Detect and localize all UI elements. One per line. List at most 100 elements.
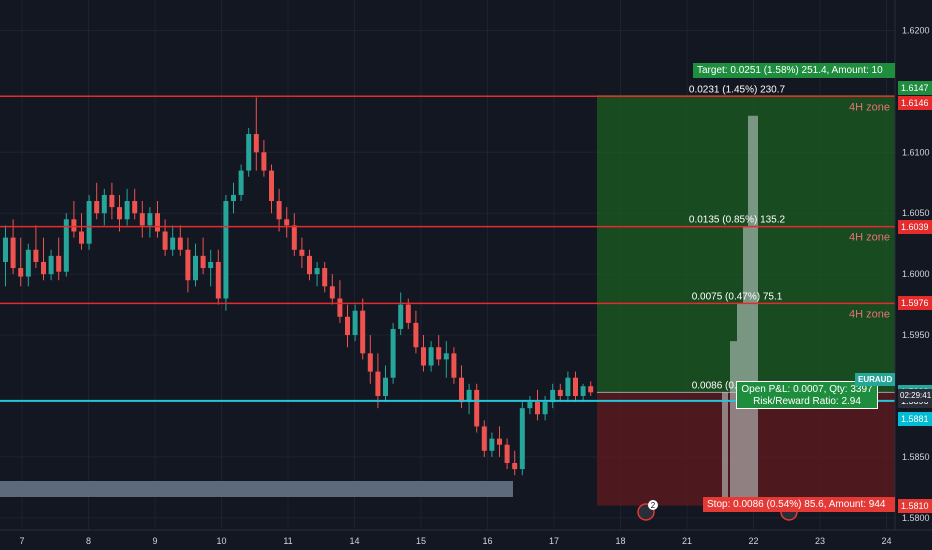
candle-body xyxy=(519,408,525,470)
candle-body xyxy=(474,389,480,427)
price-tick-label: 1.6100 xyxy=(902,147,930,157)
candle-body xyxy=(155,213,160,232)
candle-body xyxy=(329,286,335,299)
candle-body xyxy=(246,134,252,171)
candle-body xyxy=(177,237,183,250)
measure-label: 0.0231 (1.45%) 230.7 xyxy=(689,84,786,95)
candle-body xyxy=(63,219,69,272)
candle-body xyxy=(489,438,495,451)
time-tick-label: 10 xyxy=(216,536,226,546)
candle-body xyxy=(117,207,122,220)
price-axis-ticks: 1.6200 1.6100 1.6050 1.6000 1.5950 1.5850 1.58… xyxy=(902,25,930,522)
candle-body xyxy=(436,347,442,360)
candle-body xyxy=(71,219,77,232)
time-tick-label: 11 xyxy=(283,536,292,546)
time-tick-label: 7 xyxy=(19,536,24,546)
candle-body xyxy=(580,386,586,396)
candle-body xyxy=(451,353,457,378)
projection-bar xyxy=(748,115,758,504)
candle-body xyxy=(565,377,571,396)
candle-body xyxy=(193,255,198,281)
risk-reward-text: Risk/Reward Ratio: 2.94 xyxy=(753,396,861,407)
time-tick-label: 21 xyxy=(682,536,692,546)
candle-body xyxy=(390,328,396,378)
price-tick-label: 1.5950 xyxy=(902,330,930,340)
candle-body xyxy=(337,298,343,317)
candle-body xyxy=(550,389,556,403)
candle-body xyxy=(588,386,594,393)
time-tick-label: 15 xyxy=(416,536,426,546)
candle-body xyxy=(94,201,100,214)
candle-body xyxy=(314,268,320,275)
price-tick-label: 1.5850 xyxy=(902,452,930,462)
candle-body xyxy=(170,237,176,250)
candle-body xyxy=(367,353,373,372)
price-axis-label-stop: 1.5810 xyxy=(898,498,932,513)
projection-bar xyxy=(743,226,748,504)
time-tick-label: 16 xyxy=(482,536,492,546)
candle-body xyxy=(56,255,62,272)
candle-body xyxy=(512,462,518,470)
candle-body xyxy=(383,377,388,396)
candle-body xyxy=(25,249,31,277)
time-tick-label: 23 xyxy=(815,536,825,546)
candle-body xyxy=(185,249,191,281)
candle-body xyxy=(253,134,259,153)
candle-body xyxy=(139,213,145,226)
candle-series xyxy=(3,97,594,476)
event-count-text: 2 xyxy=(651,501,656,510)
candle-body xyxy=(132,201,138,214)
candle-body xyxy=(345,316,350,336)
price-tick-label: 1.5800 xyxy=(902,513,930,523)
symbol-tag: EURAUD xyxy=(855,373,896,386)
time-axis-ticks: 7 8 9 10 11 14 15 16 17 18 21 22 23 24 xyxy=(19,536,891,546)
candle-body xyxy=(322,268,328,287)
candle-body xyxy=(238,170,244,195)
open-pnl-text: Open P&L: 0.0007, Qty: 3397 xyxy=(741,384,873,395)
candle-body xyxy=(269,170,274,202)
stop-label[interactable]: Stop: 0.0086 (0.54%) 85.6, Amount: 944 xyxy=(703,497,895,512)
open-pnl-box[interactable]: Open P&L: 0.0007, Qty: 3397 Risk/Reward … xyxy=(736,381,878,409)
time-tick-label: 17 xyxy=(549,536,559,546)
candle-body xyxy=(291,225,297,250)
projection-bar xyxy=(722,392,728,504)
time-tick-label: 8 xyxy=(86,536,91,546)
candle-body xyxy=(101,194,107,214)
time-tick-label: 14 xyxy=(349,536,359,546)
target-label[interactable]: Target: 0.0251 (1.58%) 251.4, Amount: 10 xyxy=(693,63,895,78)
price-axis-label-target: 1.6147 xyxy=(898,81,932,96)
candle-body xyxy=(573,377,578,396)
candle-body xyxy=(147,213,153,226)
candle-body xyxy=(3,237,8,262)
event-count-badge xyxy=(648,500,658,510)
candle-body xyxy=(48,255,54,275)
countdown-label: 02:29:41 xyxy=(898,389,932,402)
candle-body xyxy=(466,389,472,403)
price-tick-label: 1.6000 xyxy=(902,269,930,279)
candle-body xyxy=(557,389,563,396)
demand-zone-bar xyxy=(0,481,513,497)
zone-label: 4H zone xyxy=(849,101,890,113)
candle-body xyxy=(398,304,404,329)
zone-label: 4H zone xyxy=(849,308,890,320)
candle-body xyxy=(497,438,502,445)
candle-body xyxy=(413,322,419,348)
candle-body xyxy=(109,194,115,208)
candle-body xyxy=(307,255,312,275)
measure-label: 0.0075 (0.47%) 75.1 xyxy=(692,291,783,302)
candle-body xyxy=(284,219,290,226)
time-tick-label: 24 xyxy=(881,536,891,546)
candle-body xyxy=(421,347,426,366)
candle-body xyxy=(41,261,46,275)
candle-body xyxy=(542,402,548,415)
candle-body xyxy=(223,201,229,299)
candle-body xyxy=(299,249,305,256)
candle-body xyxy=(405,304,411,323)
candle-body xyxy=(79,231,84,244)
candle-body xyxy=(535,402,540,415)
candle-body xyxy=(276,201,282,220)
candle-body xyxy=(352,310,358,336)
candle-body xyxy=(261,152,267,171)
candle-body xyxy=(231,194,236,202)
